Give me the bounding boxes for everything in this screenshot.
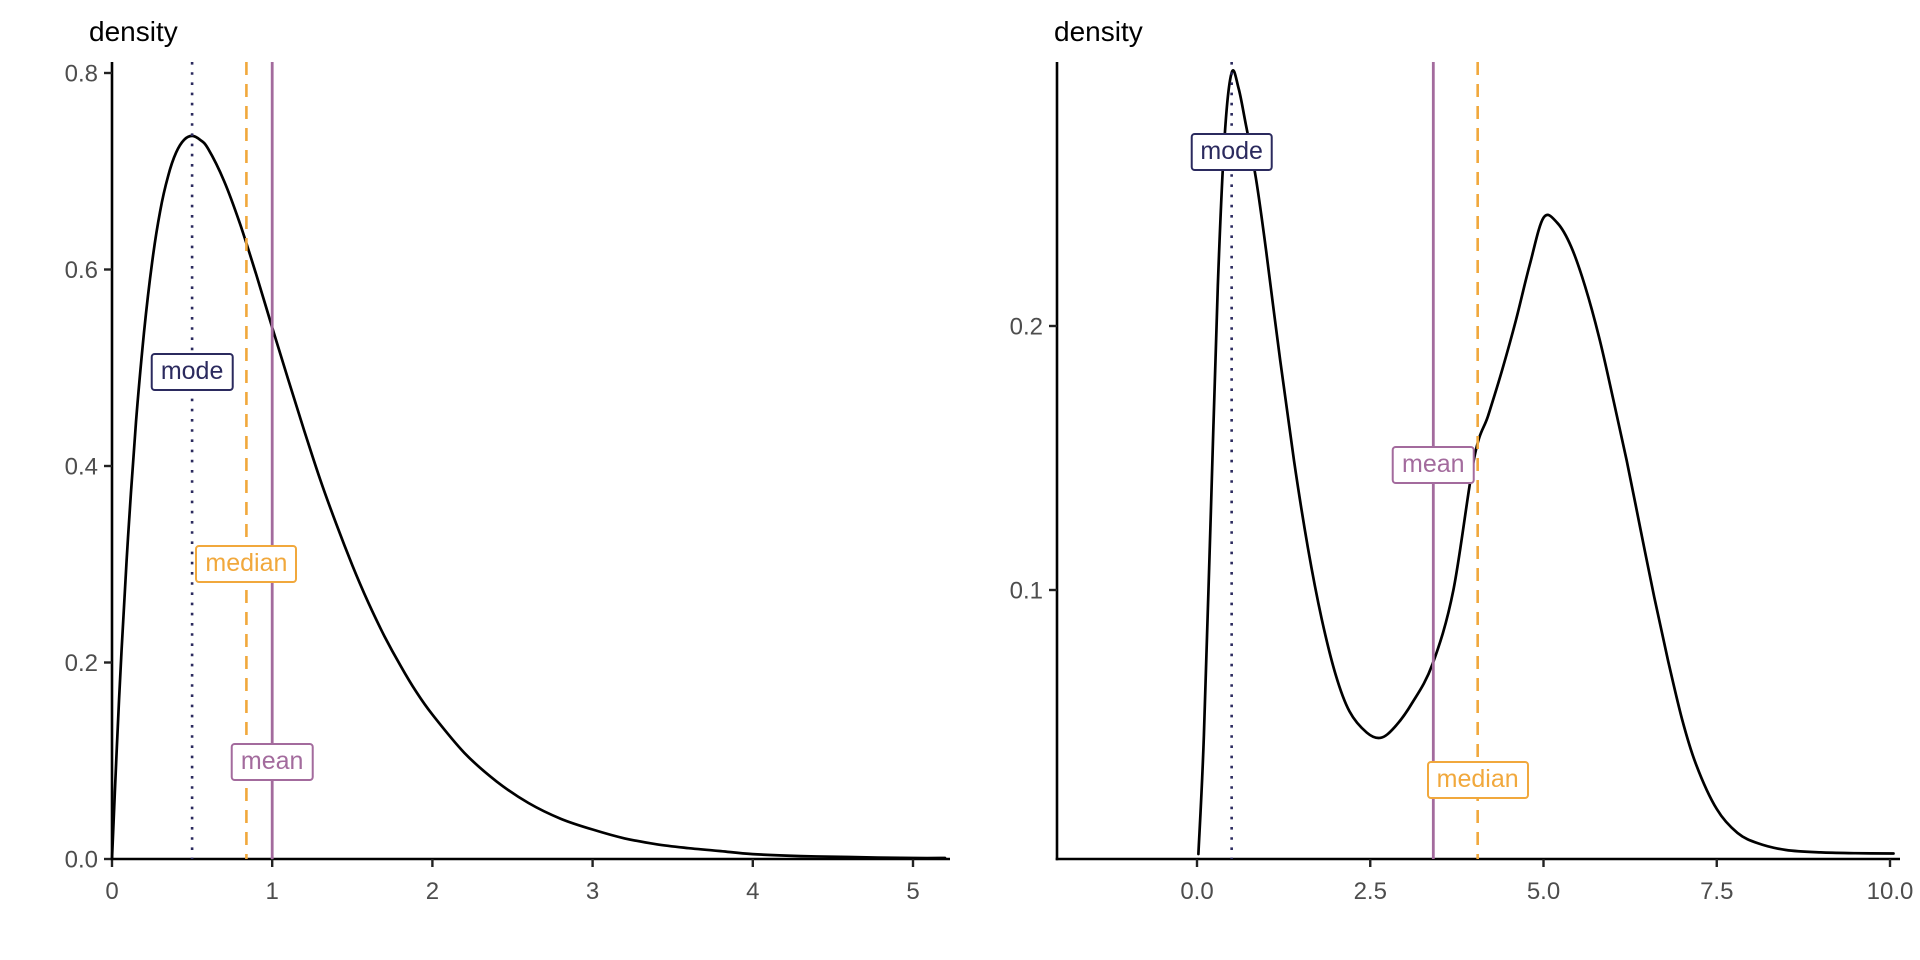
x-tick-label: 5: [906, 878, 919, 905]
x-tick-label: 10.0: [1867, 878, 1914, 905]
y-tick-label: 0.0: [65, 847, 98, 874]
x-tick-label: 2.5: [1354, 878, 1387, 905]
mean-label: mean: [1392, 445, 1475, 484]
median-label: median: [1426, 761, 1529, 800]
x-tick-label: 1: [266, 878, 279, 905]
x-tick-label: 5.0: [1527, 878, 1560, 905]
mode-label: mode: [1190, 132, 1273, 171]
x-tick-label: 7.5: [1700, 878, 1733, 905]
right-plot-title: density: [1054, 16, 1143, 47]
left-density-plot: 0 1 2 3 4 5 0.0 0.2 0.4 0.6 0.8: [65, 61, 950, 905]
median-label: median: [195, 545, 298, 584]
y-tick-label: 0.2: [1010, 314, 1043, 341]
density-curve: [110, 134, 947, 861]
mean-label: mean: [230, 742, 314, 781]
mode-label: mode: [150, 352, 234, 391]
x-tick-label: 4: [746, 878, 759, 905]
x-tick-label: 3: [586, 878, 599, 905]
y-tick-label: 0.6: [65, 257, 98, 284]
y-tick-label: 0.1: [1010, 578, 1043, 605]
left-plot-title: density: [89, 16, 178, 47]
y-tick-label: 0.4: [65, 454, 98, 481]
y-tick-label: 0.8: [65, 61, 98, 88]
y-tick-label: 0.2: [65, 650, 98, 677]
density-curve: [1197, 69, 1895, 856]
x-tick-label: 2: [426, 878, 439, 905]
x-tick-label: 0: [105, 878, 118, 905]
x-tick-label: 0.0: [1180, 878, 1213, 905]
